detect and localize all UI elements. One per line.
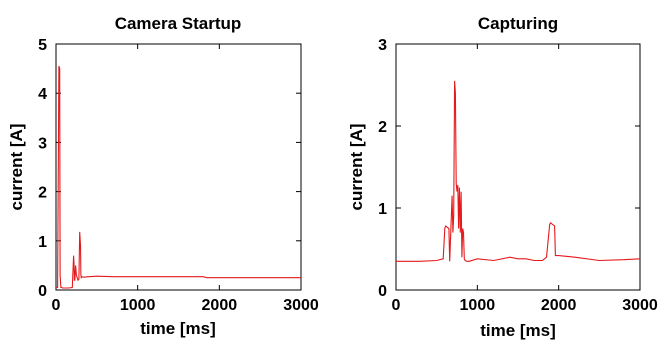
x-tick-label: 3000 xyxy=(283,297,319,314)
chart-title: Capturing xyxy=(478,14,558,33)
y-tick-label: 3 xyxy=(378,37,387,54)
series-line xyxy=(56,65,301,289)
tick-labels: 0 1000 2000 3000 0 1 2 3 4 5 xyxy=(38,37,319,314)
x-axis-label: time [ms] xyxy=(140,319,216,338)
chart-title: Camera Startup xyxy=(115,14,242,33)
x-axis-label: time [ms] xyxy=(480,321,556,340)
y-tick-label: 4 xyxy=(38,86,47,103)
x-tick-label: 3000 xyxy=(622,297,658,314)
y-axis-label: current [A] xyxy=(347,124,366,211)
y-tick-label: 1 xyxy=(378,201,387,218)
ticks xyxy=(55,43,302,291)
y-tick-label: 2 xyxy=(378,119,387,136)
plot-frame xyxy=(395,43,641,291)
y-tick-label: 3 xyxy=(38,135,47,152)
x-tick-label: 0 xyxy=(392,297,401,314)
chart-camera-startup: Camera Startup 0 1000 2000 3000 0 1 2 3 4 5 time … xyxy=(7,14,319,338)
y-tick-label: 0 xyxy=(378,283,387,300)
ticks xyxy=(395,43,641,291)
y-tick-label: 0 xyxy=(38,283,47,300)
chart-capturing: Capturing 0 1000 2000 3000 0 1 2 3 time [ms] cu… xyxy=(347,14,658,340)
x-tick-label: 2000 xyxy=(202,297,238,314)
y-tick-label: 1 xyxy=(38,234,47,251)
x-tick-label: 1000 xyxy=(120,297,156,314)
x-tick-label: 0 xyxy=(52,297,61,314)
x-tick-label: 1000 xyxy=(460,297,496,314)
series-line xyxy=(396,80,641,262)
y-axis-label: current [A] xyxy=(7,124,26,211)
plot-frame xyxy=(55,43,302,291)
y-tick-label: 5 xyxy=(38,37,47,54)
y-tick-label: 2 xyxy=(38,185,47,202)
x-tick-label: 2000 xyxy=(541,297,577,314)
tick-labels: 0 1000 2000 3000 0 1 2 3 xyxy=(378,37,658,314)
